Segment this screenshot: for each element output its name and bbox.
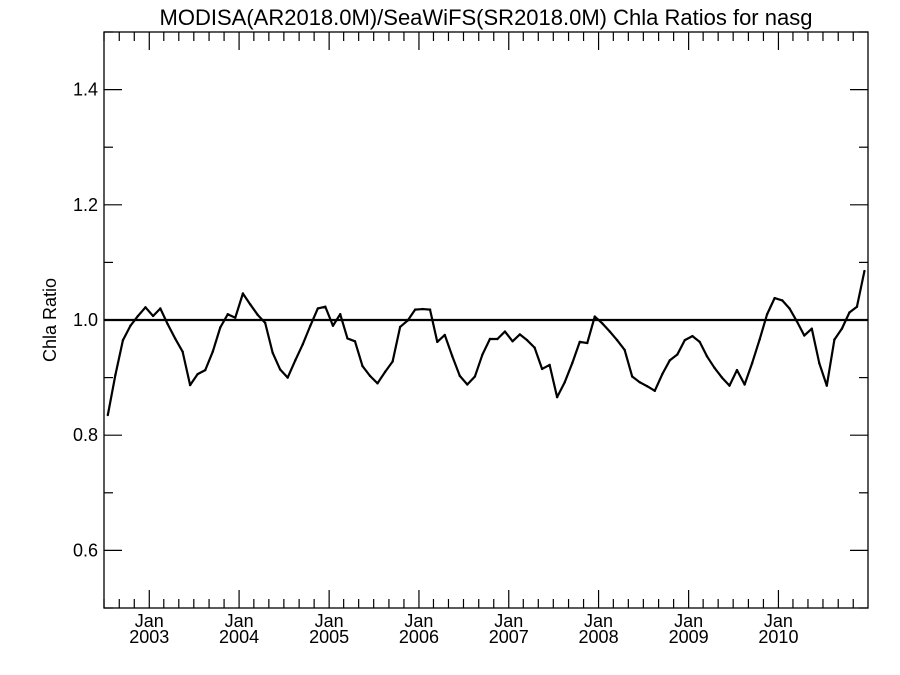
x-tick-month-2009: Jan xyxy=(674,611,703,631)
data-points xyxy=(106,269,866,417)
x-tick-year-2006: 2006 xyxy=(399,627,439,647)
x-tick-month-2010: Jan xyxy=(764,611,793,631)
x-tick-month-2007: Jan xyxy=(494,611,523,631)
x-tick-month-2005: Jan xyxy=(315,611,344,631)
tick-labels: 0.60.81.01.21.4Jan2003Jan2004Jan2005Jan2… xyxy=(73,80,798,647)
series-line xyxy=(106,270,866,416)
x-tick-month-2006: Jan xyxy=(404,611,433,631)
y-axis-label: Chla Ratio xyxy=(40,278,60,362)
x-tick-year-2007: 2007 xyxy=(489,627,529,647)
y-tick-label-0p6: 0.6 xyxy=(73,540,98,560)
chart-title: MODISA(AR2018.0M)/SeaWiFS(SR2018.0M) Chl… xyxy=(160,5,813,30)
x-tick-month-2008: Jan xyxy=(584,611,613,631)
x-tick-month-2004: Jan xyxy=(225,611,254,631)
y-tick-label-1p4: 1.4 xyxy=(73,80,98,100)
x-tick-year-2010: 2010 xyxy=(758,627,798,647)
x-tick-year-2008: 2008 xyxy=(579,627,619,647)
x-tick-year-2009: 2009 xyxy=(669,627,709,647)
y-tick-label-1p2: 1.2 xyxy=(73,195,98,215)
x-tick-year-2004: 2004 xyxy=(219,627,259,647)
x-tick-year-2003: 2003 xyxy=(129,627,169,647)
y-tick-label-1: 1.0 xyxy=(73,310,98,330)
x-tick-year-2005: 2005 xyxy=(309,627,349,647)
x-tick-month-2003: Jan xyxy=(135,611,164,631)
y-tick-label-0p8: 0.8 xyxy=(73,425,98,445)
